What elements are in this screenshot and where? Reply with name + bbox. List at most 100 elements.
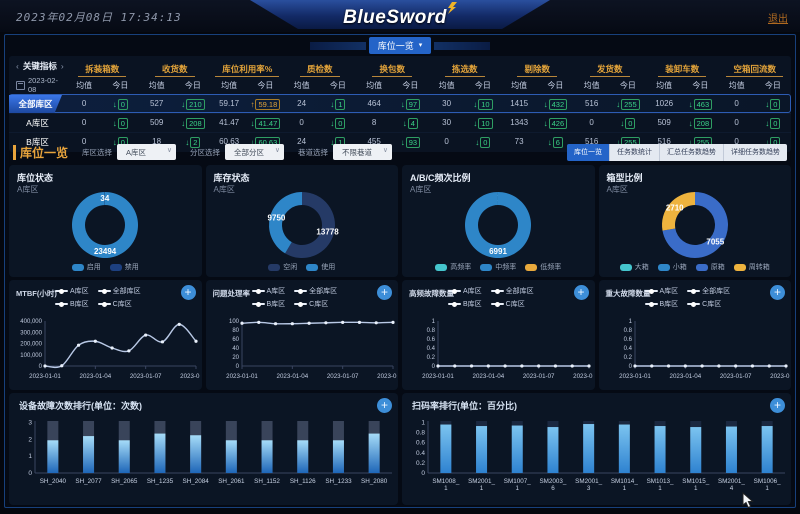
- logout-button[interactable]: 退出: [768, 10, 788, 25]
- legend-item-空闲[interactable]: 空闲: [268, 262, 297, 272]
- svg-text:SM2001_3: SM2001_3: [575, 478, 602, 492]
- avg-value: 0: [574, 118, 610, 129]
- row-label[interactable]: 全部库区: [9, 95, 66, 113]
- bar-SH_2084: [190, 435, 201, 473]
- svg-text:2023-01-10: 2023-01-10: [180, 373, 200, 380]
- legend-item-A库区[interactable]: A库区: [252, 286, 286, 296]
- expand-button[interactable]: +: [770, 398, 785, 413]
- svg-text:SM1013_1: SM1013_1: [647, 478, 674, 492]
- legend-item-A库区[interactable]: A库区: [645, 286, 679, 296]
- tab-storage-overview[interactable]: 库位一览 ▾: [369, 37, 432, 54]
- next-arrow-button[interactable]: ›: [61, 61, 64, 71]
- legend-item-原箱[interactable]: 原箱: [696, 262, 725, 272]
- panel-subtitle: A库区: [17, 184, 38, 195]
- legend-item-使用[interactable]: 使用: [306, 262, 335, 272]
- today-value: ↓208: [175, 118, 211, 129]
- svg-text:0.8: 0.8: [623, 328, 632, 334]
- warehouse-select[interactable]: A库区 ∨: [117, 144, 176, 160]
- avg-value: 1415: [501, 99, 537, 110]
- svg-text:2: 2: [28, 436, 32, 443]
- legend-item-B库区[interactable]: B库区: [645, 299, 679, 309]
- view-button-汇总任务数趋势[interactable]: 汇总任务数趋势: [659, 144, 723, 161]
- prev-arrow-button[interactable]: ‹: [16, 61, 19, 71]
- svg-text:2023-01-07: 2023-01-07: [523, 373, 555, 380]
- tab-bar: 库位一览 ▾: [5, 38, 795, 53]
- zone-select[interactable]: 全部分区 ∨: [225, 144, 284, 160]
- kpi-date[interactable]: 2023-02-08: [16, 76, 66, 94]
- filter-label-warehouse: 库区选择: [82, 147, 112, 158]
- svg-text:SH_2077: SH_2077: [75, 478, 102, 485]
- calendar-icon: [16, 81, 25, 90]
- line-marker-icon: [491, 290, 504, 292]
- svg-text:40: 40: [232, 346, 239, 352]
- legend-item-全部库区[interactable]: 全部库区: [687, 286, 730, 296]
- today-value: ↓0: [610, 118, 646, 129]
- legend-swatch: [110, 264, 122, 271]
- svg-text:100,000: 100,000: [20, 353, 42, 359]
- expand-button[interactable]: +: [377, 285, 392, 300]
- svg-text:SM1015_1: SM1015_1: [682, 478, 709, 492]
- svg-text:2023-01-04: 2023-01-04: [473, 373, 505, 380]
- legend-item-C库区[interactable]: C库区: [491, 299, 525, 309]
- legend-item-C库区[interactable]: C库区: [687, 299, 721, 309]
- svg-text:0.4: 0.4: [416, 450, 425, 457]
- arrow-down-icon: ↓: [616, 100, 620, 109]
- legend-item-启用[interactable]: 启用: [72, 262, 101, 272]
- kpi-cell: 1415↓432: [501, 99, 574, 110]
- svg-text:2023-01-01: 2023-01-01: [226, 373, 258, 380]
- view-button-详细任务数趋势[interactable]: 详细任务数趋势: [723, 144, 787, 161]
- legend-item-大箱[interactable]: 大箱: [620, 262, 649, 272]
- avg-value: 464: [356, 99, 392, 110]
- kpi-cell: 516↓255: [574, 99, 647, 110]
- expand-button[interactable]: +: [574, 285, 589, 300]
- legend-item-全部库区[interactable]: 全部库区: [98, 286, 141, 296]
- tab-decor-left: [310, 42, 366, 50]
- panel-title: 问题处理率: [213, 288, 251, 299]
- legend-item-B库区[interactable]: B库区: [252, 299, 286, 309]
- kpi-cell: 0↓0: [284, 118, 357, 129]
- kpi-subheader: 均值今日: [646, 78, 719, 94]
- legend-item-C库区[interactable]: C库区: [98, 299, 132, 309]
- svg-text:2710: 2710: [666, 203, 684, 212]
- svg-text:1: 1: [28, 453, 32, 460]
- legend-item-全部库区[interactable]: 全部库区: [491, 286, 534, 296]
- legend-item-B库区[interactable]: B库区: [448, 299, 482, 309]
- legend-item-A库区[interactable]: A库区: [55, 286, 89, 296]
- svg-text:SH_2084: SH_2084: [183, 478, 210, 485]
- row-label[interactable]: A库区: [9, 117, 66, 129]
- legend-item-中频率[interactable]: 中频率: [480, 262, 516, 272]
- legend-item-高频率[interactable]: 高频率: [435, 262, 471, 272]
- today-value: ↓426: [537, 118, 573, 129]
- legend-item-A库区[interactable]: A库区: [448, 286, 482, 296]
- legend-item-禁用[interactable]: 禁用: [110, 262, 139, 272]
- legend-item-全部库区[interactable]: 全部库区: [294, 286, 337, 296]
- svg-text:6991: 6991: [489, 247, 507, 256]
- svg-text:400,000: 400,000: [20, 319, 42, 325]
- svg-text:0.6: 0.6: [427, 337, 436, 343]
- view-button-任务数统计[interactable]: 任务数统计: [609, 144, 659, 161]
- svg-text:100: 100: [228, 319, 239, 325]
- legend-item-低频率[interactable]: 低频率: [525, 262, 561, 272]
- arrow-down-icon: ↓: [250, 119, 254, 128]
- svg-text:SH_2080: SH_2080: [361, 478, 388, 485]
- legend-item-周转箱[interactable]: 周转箱: [734, 262, 770, 272]
- legend-item-小箱[interactable]: 小箱: [658, 262, 687, 272]
- line-legend: A库区全部库区 B库区 C库区: [55, 286, 177, 309]
- expand-button[interactable]: +: [770, 285, 785, 300]
- legend-item-C库区[interactable]: C库区: [294, 299, 328, 309]
- expand-button[interactable]: +: [181, 285, 196, 300]
- view-button-库位一览[interactable]: 库位一览: [567, 144, 609, 161]
- line-marker-icon: [645, 290, 658, 292]
- svg-text:3: 3: [28, 420, 32, 427]
- svg-text:2023-01-10: 2023-01-10: [770, 373, 790, 380]
- kpi-cell: 41.47↓41.47: [211, 118, 284, 129]
- expand-button[interactable]: +: [377, 398, 392, 413]
- legend-item-B库区[interactable]: B库区: [55, 299, 89, 309]
- aisle-select[interactable]: 不限巷道 ∨: [333, 144, 392, 160]
- line-marker-icon: [252, 303, 265, 305]
- bar-SM1007_1: [512, 426, 523, 473]
- line-marker-icon: [491, 303, 504, 305]
